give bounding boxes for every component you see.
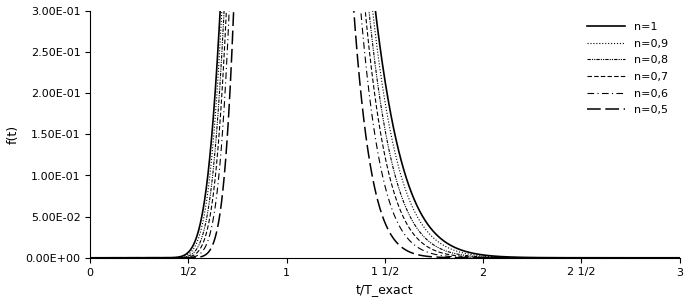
n=0,6 (676, 256, 684, 260)
n=1 (89, 256, 97, 260)
n=0,5 (201, 253, 210, 256)
n=0,7 (86, 256, 95, 260)
n=0,9 (121, 256, 130, 260)
n=0,9 (201, 204, 210, 207)
n=1 (121, 256, 130, 260)
Line: n=0,7: n=0,7 (90, 0, 680, 258)
Legend: n=1, n=0,9, n=0,8, n=0,7, n=0,6, n=0,5: n=1, n=0,9, n=0,8, n=0,7, n=0,6, n=0,5 (581, 16, 674, 121)
n=1 (375, 34, 383, 37)
n=0,5 (86, 256, 95, 260)
n=0,5 (89, 256, 97, 260)
n=0,8 (86, 256, 95, 260)
n=0,8 (121, 256, 130, 260)
n=0,5 (375, 201, 383, 205)
n=0,6 (110, 256, 119, 260)
n=0,5 (121, 256, 130, 260)
Line: n=0,5: n=0,5 (90, 0, 680, 258)
n=1 (676, 256, 684, 260)
n=0,9 (110, 256, 119, 260)
Y-axis label: f(t): f(t) (7, 125, 20, 144)
n=1 (86, 256, 95, 260)
n=0,7 (201, 233, 210, 237)
Line: n=0,8: n=0,8 (90, 0, 680, 258)
n=0,6 (86, 256, 95, 260)
n=0,8 (375, 87, 383, 91)
n=1 (201, 189, 210, 193)
n=0,7 (644, 256, 653, 260)
n=0,6 (644, 256, 653, 260)
n=0,9 (86, 256, 95, 260)
n=1 (110, 256, 119, 260)
n=0,8 (110, 256, 119, 260)
n=0,7 (110, 256, 119, 260)
n=0,5 (110, 256, 119, 260)
n=0,9 (676, 256, 684, 260)
n=0,7 (676, 256, 684, 260)
n=0,6 (375, 154, 383, 158)
n=0,8 (201, 220, 210, 224)
n=0,8 (89, 256, 97, 260)
Line: n=0,6: n=0,6 (90, 0, 680, 258)
n=0,7 (121, 256, 130, 260)
n=0,9 (375, 56, 383, 60)
n=0,6 (201, 244, 210, 248)
n=0,7 (375, 118, 383, 122)
X-axis label: t/T_exact: t/T_exact (356, 283, 414, 296)
n=0,9 (644, 256, 653, 260)
Line: n=0,9: n=0,9 (90, 0, 680, 258)
Line: n=1: n=1 (90, 0, 680, 258)
n=1 (644, 256, 653, 260)
n=0,9 (89, 256, 97, 260)
n=0,8 (644, 256, 653, 260)
n=0,7 (89, 256, 97, 260)
n=0,6 (121, 256, 130, 260)
n=0,6 (89, 256, 97, 260)
n=0,5 (644, 256, 653, 260)
n=0,5 (676, 256, 684, 260)
n=0,8 (676, 256, 684, 260)
